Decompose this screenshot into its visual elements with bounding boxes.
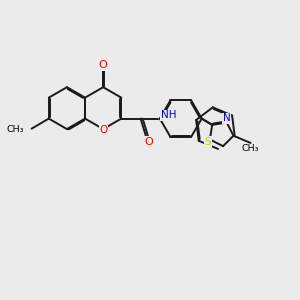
Text: NH: NH xyxy=(161,110,176,121)
Text: O: O xyxy=(99,60,108,70)
Text: O: O xyxy=(99,125,107,135)
Text: N: N xyxy=(223,113,231,123)
Text: O: O xyxy=(145,136,153,147)
Text: S: S xyxy=(205,136,211,147)
Text: CH₃: CH₃ xyxy=(242,144,259,153)
Text: CH₃: CH₃ xyxy=(6,125,24,134)
